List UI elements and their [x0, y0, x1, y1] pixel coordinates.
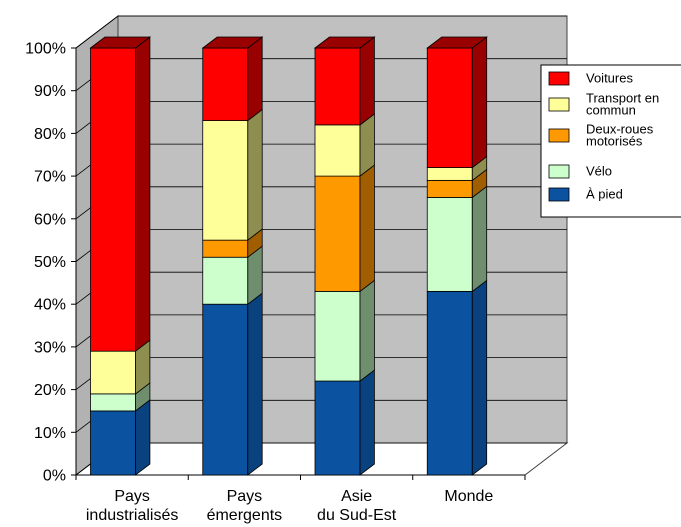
bar-segment-front: [314, 175, 361, 292]
bar-segment-side: [135, 399, 151, 476]
x-tick-label: Monde: [444, 488, 493, 505]
bar-segment-side: [359, 369, 375, 476]
bar-segment-side: [471, 36, 488, 169]
bar-segment-front: [426, 197, 473, 292]
y-tick-label: 40%: [34, 297, 66, 314]
bar-segment-front: [314, 290, 361, 382]
legend-swatch: [548, 128, 570, 143]
bar-top: [201, 36, 264, 49]
legend: Voitures Transport en commun Deux-roues moto…: [540, 64, 681, 218]
legend-swatch: [548, 71, 570, 86]
x-tick-label: Asie du Sud-Est: [317, 488, 397, 524]
bar-segment-front: [202, 47, 249, 121]
bar-segment-side: [247, 292, 263, 476]
bar-stack: [89, 36, 152, 476]
bar-segment-front: [90, 393, 136, 412]
y-tick-label: 10%: [34, 425, 66, 442]
legend-swatch: [548, 97, 570, 112]
bar-top: [89, 36, 152, 49]
bar-segment-side: [471, 185, 488, 293]
bar-segment-side: [359, 36, 375, 126]
y-tick-label: 80%: [34, 126, 66, 143]
y-tick-label: 100%: [25, 41, 66, 58]
y-axis: 0% 10% 20% 30% 40% 50% 60% 70% 80% 90% 100%: [25, 41, 77, 485]
legend-label: À pied: [586, 187, 623, 202]
bar-segment-front: [426, 290, 473, 476]
legend-swatch: [548, 187, 570, 202]
x-tick-label: Pays industrialisés: [86, 488, 178, 524]
bar-top: [313, 36, 376, 49]
bar-segment-front: [90, 410, 136, 476]
y-tick-label: 20%: [34, 382, 66, 399]
bar-segment-side: [359, 164, 375, 293]
bar-segment-front: [202, 239, 249, 258]
x-tick-label: Pays émergents: [207, 488, 283, 524]
bar-segment-front: [426, 47, 473, 168]
bar-segment-side: [247, 108, 263, 241]
legend-label: Deux-roues motorisés: [586, 122, 654, 149]
y-tick-label: 30%: [34, 339, 66, 356]
bar-segment-front: [314, 124, 361, 177]
bar-segment-front: [90, 350, 136, 395]
bar-stack: [201, 36, 264, 476]
bar-segment-front: [426, 179, 473, 198]
bar-segment-front: [202, 120, 249, 241]
y-tick-label: 90%: [34, 83, 66, 100]
bars: [89, 36, 488, 476]
bar-segment-front: [90, 47, 136, 352]
bar-segment-side: [471, 279, 488, 476]
bar-segment-front: [202, 256, 249, 305]
bar-segment-side: [359, 279, 375, 382]
bar-segment-front: [314, 47, 361, 126]
legend-swatch: [548, 164, 570, 179]
y-tick-label: 0%: [43, 468, 66, 485]
bar-stack: [313, 36, 376, 476]
legend-label: Voitures: [586, 71, 633, 86]
bar-top: [426, 36, 488, 49]
bar-segment-front: [202, 303, 249, 476]
bar-segment-front: [426, 167, 473, 181]
y-tick-label: 50%: [34, 254, 66, 271]
y-tick-label: 70%: [34, 169, 66, 186]
bar-stack: [426, 36, 488, 476]
bar-segment-side: [247, 36, 263, 122]
bar-segment-front: [314, 380, 361, 476]
y-tick-label: 60%: [34, 211, 66, 228]
legend-label: Vélo: [586, 164, 612, 179]
gridline: [75, 15, 567, 49]
x-axis: Pays industrialisés Pays émergents Asie du Su…: [75, 474, 526, 524]
bar-segment-side: [135, 36, 151, 353]
legend-label: Transport en commun: [586, 91, 659, 118]
